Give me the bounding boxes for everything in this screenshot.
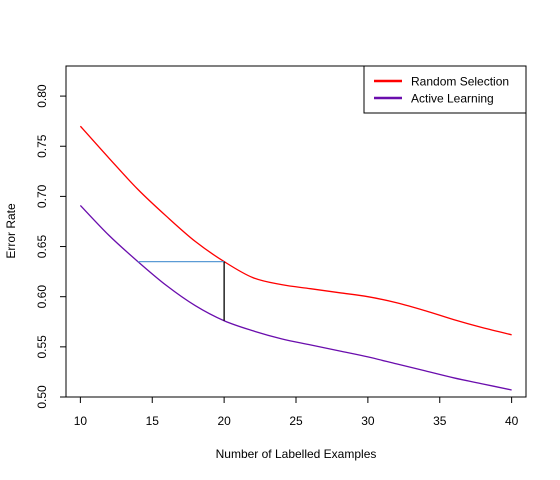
x-axis-title: Number of Labelled Examples [216, 447, 377, 461]
y-tick-label-6: 0.80 [35, 84, 49, 108]
y-tick-label-1: 0.55 [35, 335, 49, 359]
series-layer [79, 125, 512, 391]
x-tick-label-40: 40 [505, 414, 519, 428]
y-tick-label-0: 0.50 [35, 385, 49, 409]
x-tick-label-30: 30 [361, 414, 375, 428]
legend-label-active-learning: Active Learning [411, 92, 494, 106]
legend: Random Selection Active Learning [363, 65, 527, 114]
x-axis: 10 15 20 25 30 35 40 [74, 397, 519, 428]
y-tick-label-4: 0.70 [35, 184, 49, 208]
series-line-active-learning [79, 204, 512, 391]
annotation-layer [137, 260, 225, 321]
legend-label-random-selection: Random Selection [411, 75, 509, 89]
series-line-random-selection [79, 125, 512, 336]
y-tick-label-3: 0.65 [35, 235, 49, 259]
y-tick-label-2: 0.60 [35, 285, 49, 309]
y-axis: 0.50 0.55 0.60 0.65 0.70 0.75 0.80 [35, 84, 66, 409]
x-tick-label-20: 20 [217, 414, 231, 428]
x-tick-label-10: 10 [74, 414, 88, 428]
legend-box [363, 65, 527, 114]
x-tick-label-25: 25 [289, 414, 303, 428]
y-tick-label-5: 0.75 [35, 134, 49, 158]
x-tick-label-35: 35 [433, 414, 447, 428]
y-axis-title: Error Rate [4, 203, 18, 259]
x-tick-label-15: 15 [146, 414, 160, 428]
